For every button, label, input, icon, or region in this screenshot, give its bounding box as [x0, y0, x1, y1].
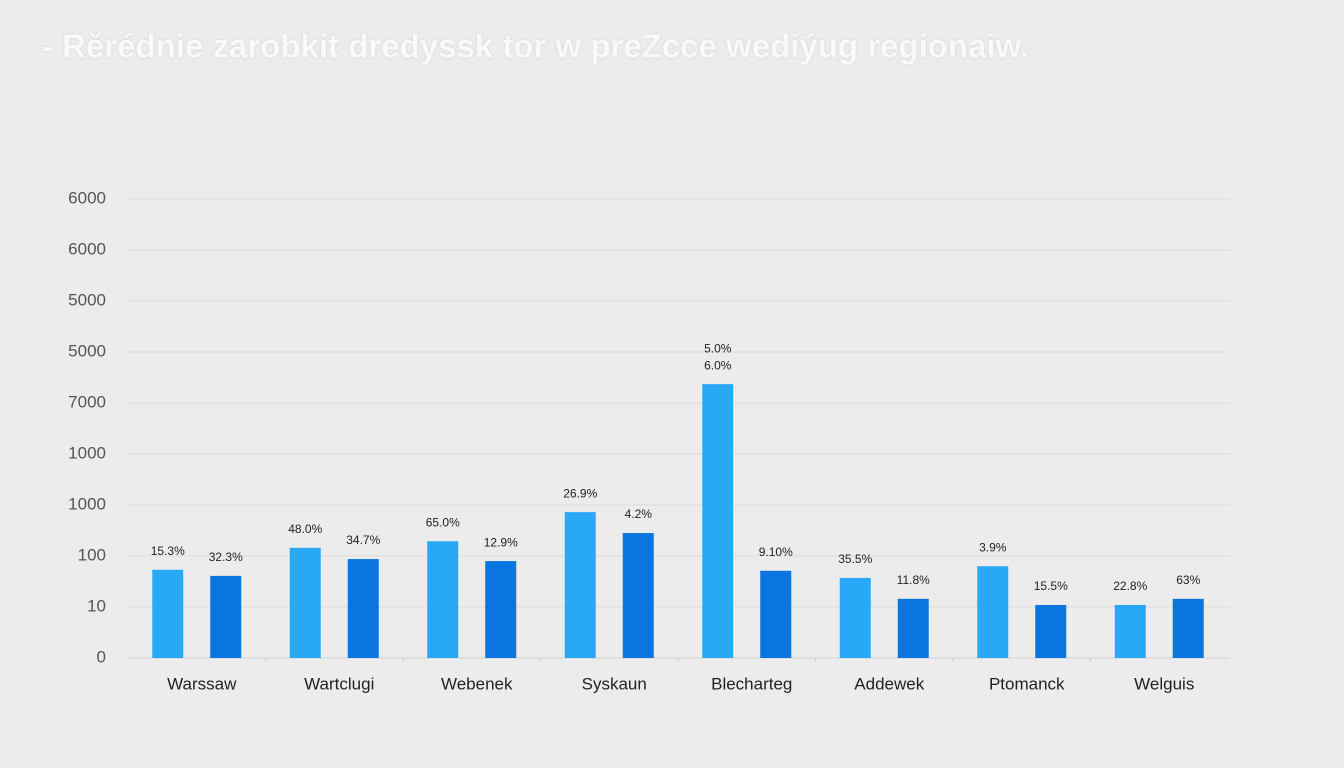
data-label: 11.8%	[897, 573, 930, 587]
x-tick-label: Webenek	[441, 674, 513, 693]
bar	[152, 569, 184, 658]
bar	[210, 575, 242, 658]
y-tick-label: 1000	[68, 494, 106, 513]
bar	[347, 559, 379, 658]
bar	[622, 533, 654, 658]
bar	[1035, 604, 1067, 658]
y-tick-label: 5000	[68, 290, 106, 309]
y-tick-label: 5000	[68, 341, 106, 360]
data-label: 26.9%	[563, 486, 597, 500]
x-tick-label: Welguis	[1134, 674, 1194, 693]
y-tick-label: 10	[87, 596, 106, 615]
data-label: 3.9%	[979, 540, 1007, 554]
bar	[760, 570, 792, 658]
annotation: 5.0%	[704, 341, 732, 355]
data-label: 34.7%	[346, 533, 380, 547]
bar	[427, 541, 459, 658]
data-label: 65.0%	[426, 515, 460, 529]
x-tick-label: Wartclugi	[304, 674, 374, 693]
y-tick-label: 100	[78, 545, 106, 564]
bar	[1172, 598, 1204, 658]
bar	[839, 577, 871, 658]
bar	[485, 561, 517, 658]
bar	[564, 512, 596, 658]
x-tick-label: Syskaun	[582, 674, 647, 693]
bar	[1114, 604, 1146, 658]
data-label: 12.9%	[484, 535, 518, 549]
y-tick-label: 1000	[68, 443, 106, 462]
data-label: 35.5%	[838, 552, 872, 566]
x-tick-label: Blecharteg	[711, 674, 792, 693]
data-label: 6.0%	[704, 358, 732, 372]
x-tick-label: Addewek	[854, 674, 924, 693]
bar	[702, 384, 734, 658]
data-label: 15.5%	[1034, 579, 1068, 593]
data-label: 4.2%	[625, 507, 653, 521]
bar	[977, 566, 1009, 658]
data-label: 32.3%	[209, 550, 243, 564]
chart-title: - Rěrédnie zarobkit dredyssk tor w preZc…	[42, 28, 1029, 65]
y-tick-label: 6000	[68, 239, 106, 258]
data-label: 63%	[1176, 573, 1200, 587]
bar	[289, 547, 321, 658]
bar	[897, 598, 929, 658]
y-tick-label: 0	[97, 647, 106, 666]
x-tick-label: Warssaw	[167, 674, 237, 693]
y-tick-label: 6000	[68, 188, 106, 207]
data-label: 22.8%	[1113, 579, 1147, 593]
data-label: 15.3%	[151, 544, 185, 558]
data-label: 9.10%	[759, 545, 793, 559]
data-label: 48.0%	[288, 522, 322, 536]
x-tick-label: Ptomanck	[989, 674, 1065, 693]
y-tick-label: 7000	[68, 392, 106, 411]
